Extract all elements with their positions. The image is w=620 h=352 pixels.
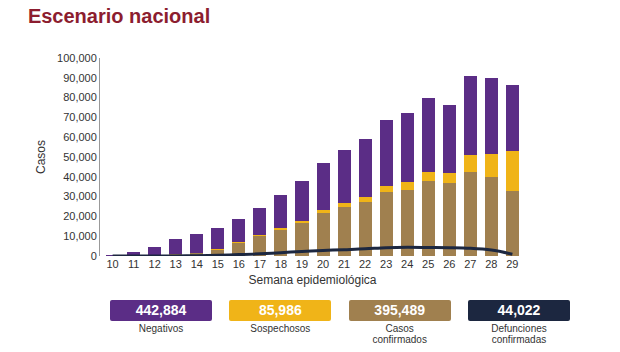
svg-text:14: 14 [191, 258, 203, 270]
svg-text:Casos: Casos [34, 140, 48, 174]
html-text:Casos confirmados: Casos confirmados [372, 323, 427, 345]
html-text:85,986: 85,986 [258, 302, 302, 318]
html-text:Defunciones confirmadas: Defunciones confirmadas [491, 323, 547, 345]
svg-text:20: 20 [317, 258, 329, 270]
svg-text:15: 15 [212, 258, 224, 270]
svg-text:25: 25 [422, 258, 434, 270]
html-text:44,022: 44,022 [497, 302, 541, 318]
svg-text:10: 10 [106, 258, 118, 270]
svg-text:90,000: 90,000 [63, 72, 97, 84]
svg-text:18: 18 [275, 258, 287, 270]
svg-text:27: 27 [464, 258, 476, 270]
svg-text:16: 16 [233, 258, 245, 270]
html-text:395,489: 395,489 [374, 302, 425, 318]
svg-text:26: 26 [443, 258, 455, 270]
svg-text:Semana epidemiológica: Semana epidemiológica [248, 273, 376, 287]
svg-text:20,000: 20,000 [63, 210, 97, 222]
svg-text:13: 13 [170, 258, 182, 270]
svg-text:29: 29 [506, 258, 518, 270]
svg-text:11: 11 [128, 258, 139, 270]
svg-text:23: 23 [380, 258, 392, 270]
svg-text:21: 21 [338, 258, 350, 270]
svg-text:0: 0 [91, 250, 97, 262]
svg-text:10,000: 10,000 [63, 230, 97, 242]
svg-text:30,000: 30,000 [63, 190, 97, 202]
svg-text:Escenario nacional: Escenario nacional [28, 5, 210, 27]
svg-text:28: 28 [485, 258, 497, 270]
svg-text:80,000: 80,000 [63, 91, 97, 103]
svg-text:17: 17 [254, 258, 266, 270]
svg-text:19: 19 [296, 258, 308, 270]
svg-text:70,000: 70,000 [63, 111, 97, 123]
svg-text:60,000: 60,000 [63, 131, 97, 143]
svg-text:40,000: 40,000 [63, 171, 97, 183]
svg-text:24: 24 [401, 258, 413, 270]
html-text:Sospechosos: Sospechosos [250, 323, 311, 334]
html-text:Negativos: Negativos [138, 323, 184, 334]
svg-text:50,000: 50,000 [63, 151, 97, 163]
svg-text:100,000: 100,000 [57, 52, 97, 64]
svg-text:12: 12 [149, 258, 161, 270]
svg-text:22: 22 [359, 258, 371, 270]
html-text:442,884: 442,884 [135, 302, 187, 318]
